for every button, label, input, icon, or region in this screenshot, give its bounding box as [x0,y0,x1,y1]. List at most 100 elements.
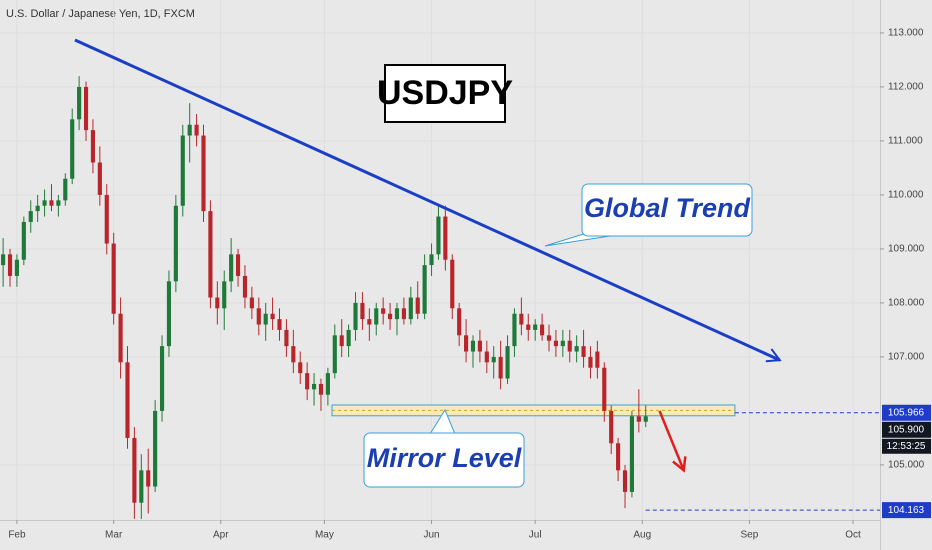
candle-body [77,86,82,120]
candle-body [180,135,185,206]
price-tag-label: 105.966 [888,407,925,418]
candle-body [519,313,524,325]
candle-body [560,340,565,347]
candle-body [374,308,379,325]
candle-body [567,340,572,352]
candle-body [132,437,137,503]
candle-body [208,211,213,298]
countdown-bg [882,438,931,454]
candle-body [526,324,531,330]
candle-body [49,200,54,206]
candle-body [146,470,151,487]
candle-body [215,297,220,309]
callout-box [581,183,753,237]
candle-body [83,86,89,131]
candle-body [70,119,75,179]
candle-body [477,340,482,352]
candle-body [97,162,102,195]
candle-body [125,362,130,438]
candle-body [540,324,545,336]
candle-body [118,313,123,363]
candle-body [574,346,579,352]
candle-body [470,340,476,352]
candle-body [464,335,469,352]
candle-body [553,340,558,347]
candle-body [298,362,303,374]
symbol-box [384,64,506,123]
arrow-head [765,348,782,363]
x-tick-label: Oct [845,530,861,541]
x-tick-label: Jul [529,530,542,541]
candle-body [235,254,241,276]
candle-body [498,356,503,379]
candle-body [242,275,248,298]
y-tick-label: 111.000 [888,136,923,147]
candle-body [443,216,448,260]
candle-body [595,351,600,368]
candle-body [1,254,6,266]
x-tick-label: Mar [105,530,123,541]
candle-body [367,319,372,325]
candle-body [222,281,227,309]
candle-body [325,373,330,395]
candle-body [401,308,406,320]
y-tick-label: 113.000 [888,28,924,39]
candle-body [90,130,96,163]
candle-body [263,313,268,325]
candle-body [277,319,282,330]
y-tick-label: 110.000 [888,190,924,201]
annotation: Global Trend [584,193,751,223]
candle-body [394,308,400,320]
candle-body [56,200,61,206]
countdown: 12:53:25 [887,441,926,452]
candle-body [346,329,351,347]
candle-body [291,346,296,363]
price-tag [882,502,931,519]
candle-body [63,178,68,201]
symbol-label: USDJPY [377,74,513,112]
candle-body [173,205,178,282]
candle-body [166,281,172,347]
candle-body [339,335,344,347]
candle-body [14,259,20,276]
candle-body [415,297,420,314]
candle-body [546,335,552,341]
y-tick-label: 105.000 [888,460,925,471]
candle-body [28,211,33,222]
candle-body [450,259,455,309]
candle-body [360,302,365,320]
candle-body [7,254,13,276]
annotation: Mirror Level [367,443,522,473]
candle-body [187,124,192,136]
price-tag [882,421,931,438]
candle-body [35,205,40,212]
candle-body [512,313,517,347]
candle-body [408,297,413,320]
x-tick-label: May [315,530,334,541]
candle-body [491,356,496,363]
candle-body [305,373,310,390]
candle-body [311,383,317,390]
candle-body [484,351,489,363]
candle-body [229,254,234,282]
candle-body [139,470,144,503]
candle-body [256,308,261,325]
x-tick-label: Aug [633,530,651,541]
candle-body [457,308,462,336]
candle-body [332,335,337,374]
trend-line [74,38,781,362]
candle-body [533,324,538,330]
candle-body [201,135,206,212]
candle-body [194,124,199,136]
candle-body [422,265,427,314]
candle-body [381,308,386,314]
callout-box [363,432,525,488]
price-tag [882,404,931,421]
arrow-head [672,456,687,473]
candle-body [429,254,434,266]
x-tick-label: Sep [741,530,759,541]
candle-body [609,410,614,444]
price-tag-label: 104.163 [888,505,925,516]
forecast-arrow [658,410,685,471]
candle-body [636,416,641,422]
